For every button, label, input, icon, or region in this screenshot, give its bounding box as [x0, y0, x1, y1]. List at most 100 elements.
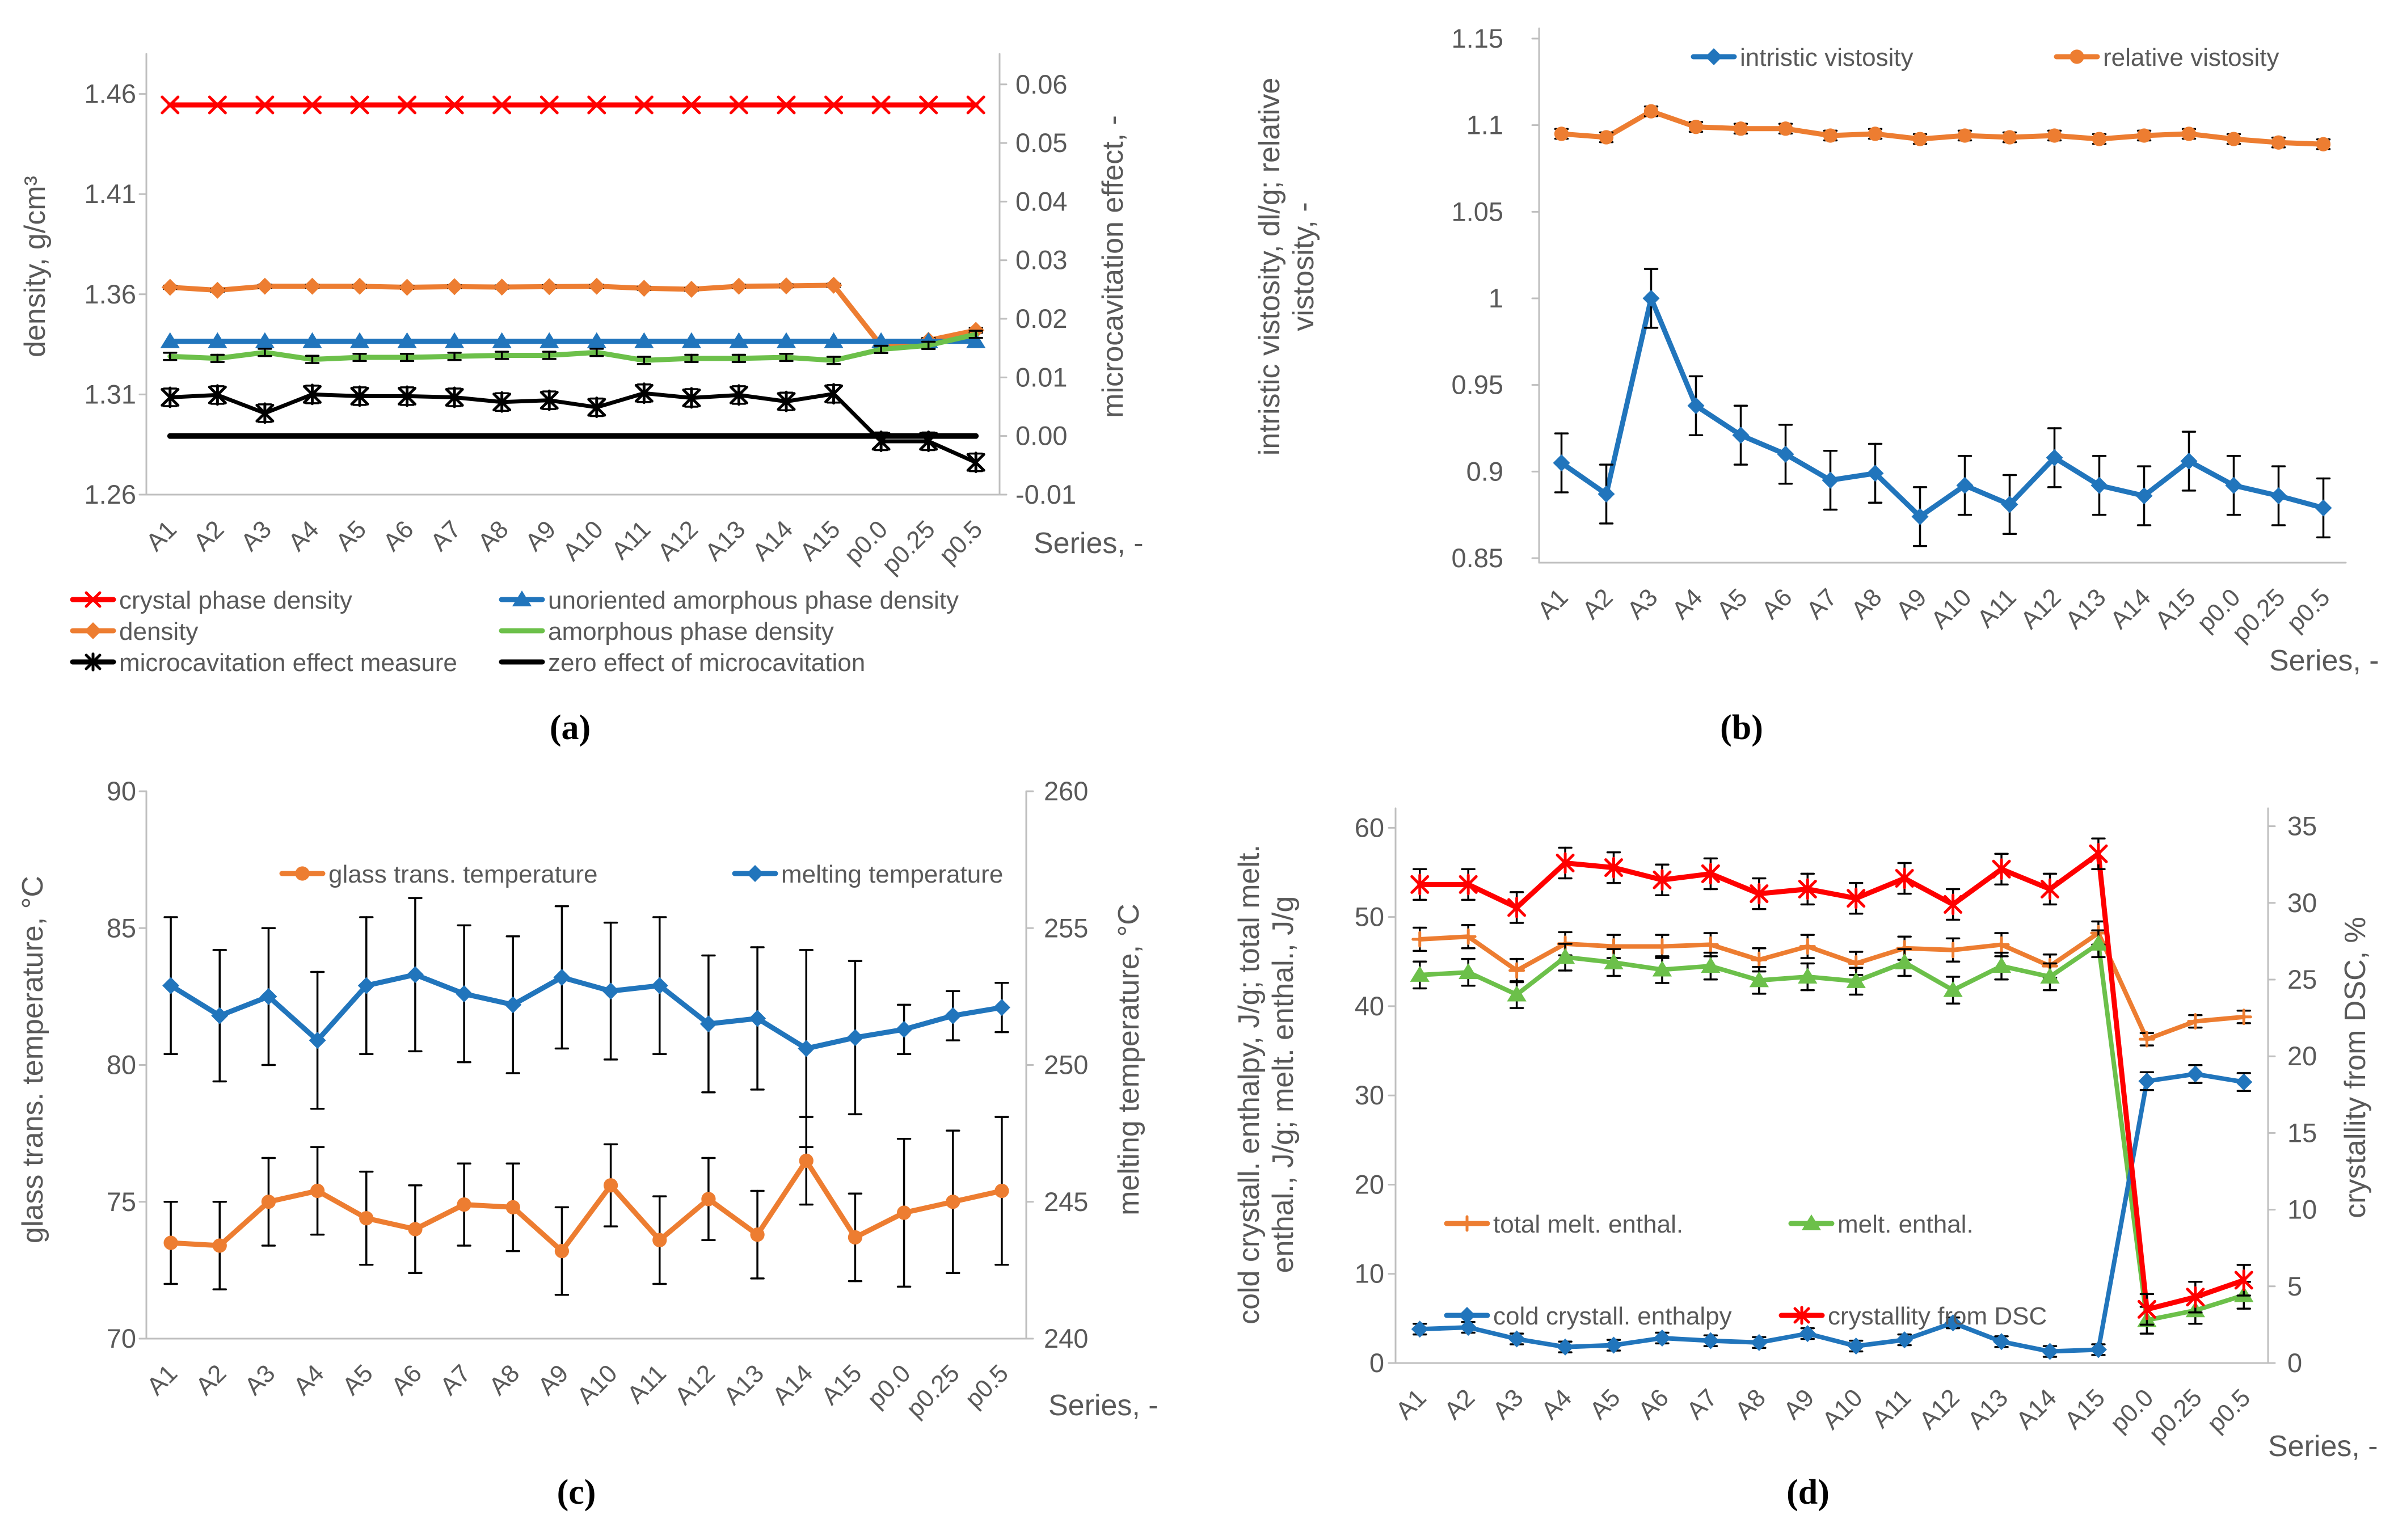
legend-label: cold crystall. enthalpy — [1493, 1302, 1732, 1330]
panel-c-right-tick: 240 — [1044, 1323, 1088, 1353]
x-category-label: A10 — [558, 515, 609, 566]
panel-c-left-tick: 75 — [107, 1187, 136, 1217]
panel-a-left-tick: 1.26 — [85, 479, 136, 509]
legend-item-melting-temperature: melting temperature — [732, 860, 1003, 888]
caption-d: (d) — [1786, 1473, 1830, 1512]
panel-c-y-left-title: glass trans. temperature, °C — [16, 876, 49, 1243]
x-category-label: A4 — [288, 1359, 330, 1400]
series-crystal-phase-density — [161, 95, 985, 115]
x-category-label: A12 — [669, 1359, 720, 1410]
caption-a: (a) — [549, 708, 591, 747]
legend-label: zero effect of microcavitation — [548, 649, 865, 677]
x-category-label: A6 — [1633, 1383, 1674, 1425]
panel-c-left-tick: 85 — [107, 913, 136, 943]
x-category-label: A14 — [767, 1359, 818, 1410]
x-category-label: p0.25 — [2143, 1383, 2207, 1448]
x-category-label: p0.5 — [960, 1359, 1014, 1413]
series-glass-trans-temperature — [163, 1116, 1009, 1296]
legend-item-amorphous-phase-density: amorphous phase density — [499, 618, 834, 645]
x-category-label: p0.5 — [2202, 1383, 2256, 1437]
x-category-label: A2 — [1439, 1383, 1481, 1425]
x-category-label: A1 — [141, 515, 182, 556]
legend-item-crystallity-from-dsc: crystallity from DSC — [1778, 1302, 2047, 1330]
x-category-label: A12 — [652, 515, 703, 566]
x-category-label: A1 — [1532, 583, 1574, 625]
panel-c-right-tick: 250 — [1044, 1050, 1088, 1080]
x-category-label: A14 — [2011, 1383, 2062, 1434]
series-melting-temperature — [162, 897, 1010, 1148]
x-category-label: A8 — [1846, 583, 1887, 625]
x-category-label: A15 — [795, 515, 846, 566]
series-total-melt-enthal — [1411, 920, 2252, 1048]
x-category-label: A13 — [718, 1359, 769, 1410]
x-category-label: p0.5 — [2281, 583, 2335, 637]
panel-c-right-tick: 255 — [1044, 913, 1088, 943]
x-category-label: A15 — [2059, 1383, 2110, 1434]
x-category-label: A9 — [533, 1359, 574, 1400]
legend-item-density: density — [70, 618, 198, 645]
x-category-label: A5 — [330, 515, 372, 556]
series-intristic-vistosity — [1553, 268, 2332, 547]
panel-d-left-tick: 10 — [1355, 1259, 1384, 1289]
panel-b-left-tick: 1 — [1489, 283, 1503, 313]
series-amorphous-phase-density — [163, 330, 983, 365]
panel-d-right-tick: 0 — [2287, 1348, 2302, 1378]
panel-b-left-tick: 1.1 — [1466, 110, 1503, 140]
panel-c-left-tick: 90 — [107, 776, 136, 806]
series-microcavitation-effect-measure — [161, 382, 985, 474]
x-category-label: A1 — [141, 1359, 183, 1400]
series-crystallity-from-dsc — [1410, 837, 2253, 1326]
x-category-label: A7 — [1801, 583, 1843, 625]
panel-a-right-tick: 0.03 — [1015, 245, 1067, 275]
legend-item-total-melt-enthal: total melt. enthal. — [1444, 1210, 1683, 1238]
legend-item-unoriented-amorphous-phase-density: unoriented amorphous phase density — [499, 587, 959, 614]
panel-a-right-tick: 0.05 — [1015, 128, 1067, 158]
panel-c-left-tick: 80 — [107, 1050, 136, 1080]
x-category-label: A4 — [1536, 1383, 1577, 1425]
x-category-label: A3 — [235, 515, 277, 556]
panel-a-left-tick: 1.31 — [85, 379, 136, 409]
x-category-label: A2 — [191, 1359, 232, 1400]
x-category-label: A3 — [1622, 583, 1663, 625]
x-category-label: A9 — [1891, 583, 1932, 625]
x-category-label: A15 — [2150, 583, 2201, 634]
panel-a-left-tick: 1.46 — [85, 79, 136, 109]
legend-label: microcavitation effect measure — [119, 649, 457, 677]
panel-c-y-right-title: melting temperature, °C — [1112, 904, 1145, 1216]
legend-label: amorphous phase density — [548, 618, 834, 645]
series-melt-enthal — [1410, 929, 2254, 1335]
x-category-label: A8 — [484, 1359, 525, 1400]
panel-d-left-tick: 40 — [1355, 991, 1384, 1021]
x-category-label: A13 — [1962, 1383, 2013, 1434]
legend-item-glass-trans-temperature: glass trans. temperature — [279, 860, 597, 888]
legend-item-intristic-vistosity: intristic vistosity — [1691, 44, 1913, 71]
panel-d-right-tick: 5 — [2287, 1271, 2302, 1301]
panel-d-left-tick: 20 — [1355, 1169, 1384, 1199]
legend-item-zero-effect-of-microcavitation: zero effect of microcavitation — [499, 649, 865, 677]
x-category-label: A13 — [2060, 583, 2111, 634]
panel-a-right-tick: 0.02 — [1015, 303, 1067, 334]
x-category-label: A11 — [1867, 1383, 1917, 1433]
panel-b-x-title: Series, - — [2269, 644, 2379, 677]
legend-label: total melt. enthal. — [1493, 1210, 1683, 1238]
panel-d-y-right-title: crystallity from DSC, % — [2339, 917, 2372, 1218]
legend-label: relative vistosity — [2103, 44, 2279, 71]
x-category-label: A8 — [473, 515, 514, 556]
panel-a-y-left-title: density, g/cm³ — [19, 176, 52, 357]
panel-d-right-tick: 10 — [2287, 1195, 2317, 1225]
series-cold-crystall-enthalpy — [1411, 1064, 2253, 1360]
x-category-label: A9 — [1778, 1383, 1820, 1425]
panel-c-left-tick: 70 — [107, 1323, 136, 1353]
x-category-label: A1 — [1390, 1383, 1432, 1425]
series-unoriented-amorphous-phase-density — [160, 332, 986, 348]
panel-a-y-right-title: microcavitation effect, - — [1097, 115, 1129, 418]
panel-a-x-title: Series, - — [1034, 527, 1144, 560]
x-category-label: A4 — [1667, 583, 1708, 625]
panel-d-right-tick: 15 — [2287, 1117, 2317, 1147]
x-category-label: A7 — [425, 515, 466, 556]
panel-d-y-left-title: cold crystall. enthalpy, J/g; total melt… — [1233, 845, 1300, 1324]
panel-c-right-tick: 245 — [1044, 1187, 1088, 1217]
panel-a-chart: 1.46 1.41 1.36 1.31 1.26 0.06 0.05 0.04 0.03 0.02… — [70, 53, 1076, 677]
x-category-label: A11 — [622, 1359, 672, 1409]
